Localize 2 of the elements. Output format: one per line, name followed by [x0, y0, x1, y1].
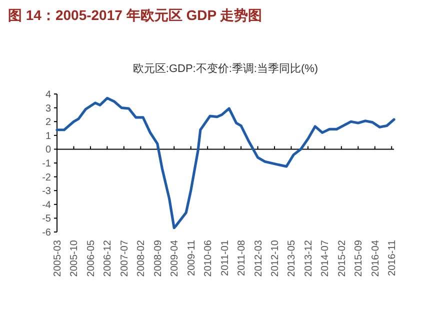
subtitle: 欧元区:GDP:不变价:季调:当季同比(%): [132, 63, 318, 75]
title: 图 14：2005-2017 年欧元区 GDP 走势图: [8, 7, 262, 23]
